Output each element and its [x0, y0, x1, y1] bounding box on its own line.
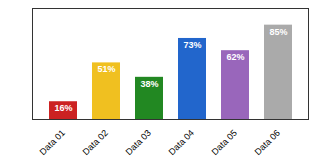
- svg-text:Data 06: Data 06: [253, 128, 282, 157]
- svg-text:Data 05: Data 05: [210, 128, 239, 157]
- svg-text:Data 04: Data 04: [167, 128, 196, 157]
- svg-text:73%: 73%: [183, 40, 201, 50]
- svg-text:62%: 62%: [226, 52, 244, 62]
- svg-text:Data 01: Data 01: [38, 128, 67, 157]
- svg-text:16%: 16%: [54, 103, 72, 113]
- svg-text:38%: 38%: [140, 79, 158, 89]
- svg-text:85%: 85%: [269, 27, 287, 37]
- svg-text:Data 03: Data 03: [124, 128, 153, 157]
- svg-text:51%: 51%: [97, 64, 115, 74]
- svg-text:Data 02: Data 02: [81, 128, 110, 157]
